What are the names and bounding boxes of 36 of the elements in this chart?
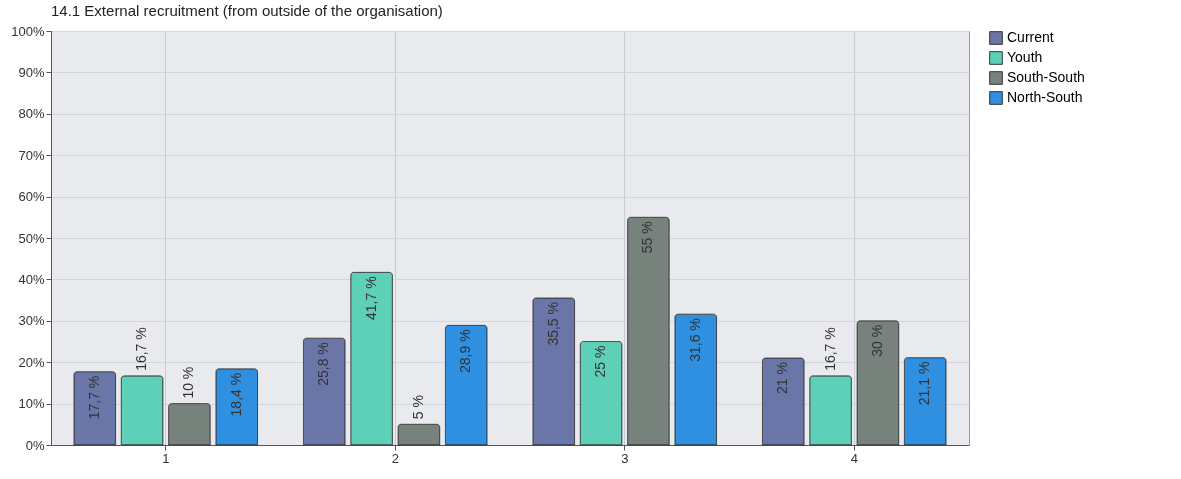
x-tick-label: 3 [621,450,629,466]
data-label: 41,7 % [362,276,379,320]
y-tick-label: 70% [18,147,45,163]
data-label: 17,7 % [85,375,102,420]
data-label: 16,7 % [821,327,838,371]
y-tick-label: 50% [18,230,45,246]
data-label: 31,6 % [686,318,703,362]
legend-label: Current [1007,29,1054,45]
data-label: 55 % [639,221,656,254]
y-tick-label: 40% [18,271,45,287]
y-tick-label: 90% [18,64,45,80]
y-tick-label: 80% [18,106,45,122]
y-tick-label: 100% [11,23,45,39]
data-label: 25 % [592,345,609,378]
y-tick-label: 20% [18,354,45,370]
data-label: 30 % [868,324,885,357]
legend-label: Youth [1007,49,1043,65]
x-tick-label: 2 [391,450,399,466]
data-label: 21 % [774,362,791,394]
x-tick-label: 1 [162,450,170,466]
x-tick-label: 4 [850,450,858,466]
data-label: 10 % [180,366,197,399]
data-label: 5 % [409,395,426,420]
y-tick-label: 60% [18,189,45,205]
data-label: 16,7 % [133,327,150,371]
y-tick-label: 30% [18,313,45,329]
data-label: 35,5 % [544,302,561,346]
data-label: 21,1 % [916,361,933,406]
y-tick-label: 10% [18,396,45,412]
legend-label: South-South [1007,69,1085,85]
data-label: 28,9 % [457,329,474,373]
data-label: 18,4 % [227,372,244,417]
chart-title: 14.1 External recruitment (from outside of the organisation) [51,2,443,19]
y-tick-label: 0% [25,437,45,453]
data-label: 25,8 % [315,342,332,386]
legend-label: North-South [1007,89,1083,105]
